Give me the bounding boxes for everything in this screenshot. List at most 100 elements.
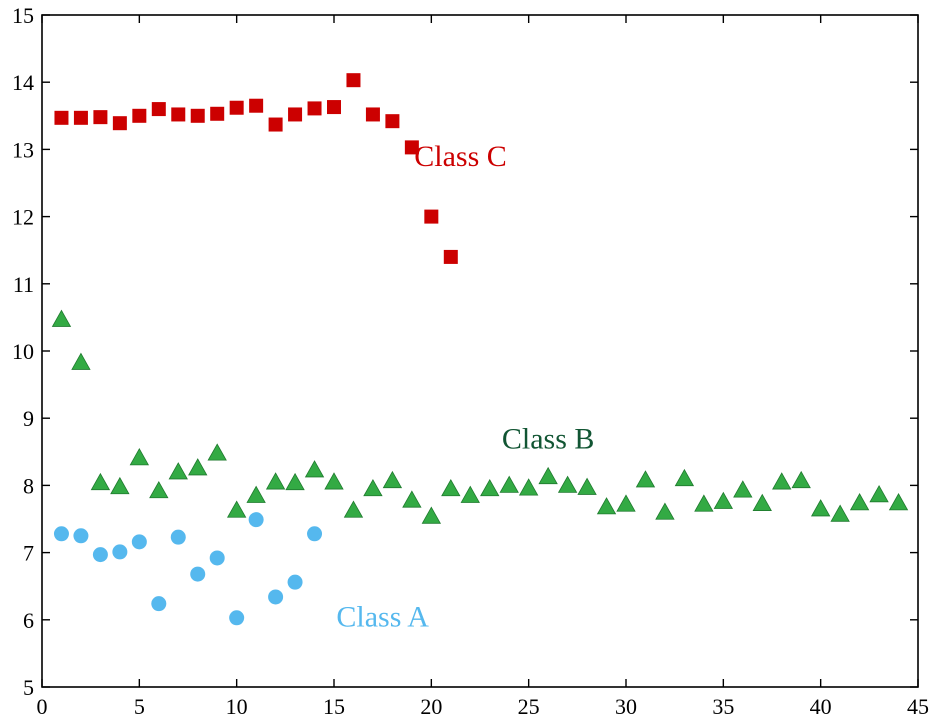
triangle-point <box>655 502 675 520</box>
x-tick-label: 0 <box>37 694 48 719</box>
circle-point <box>131 534 147 550</box>
square-point <box>210 106 225 121</box>
triangle-point <box>577 477 597 495</box>
class-label: Class B <box>502 422 595 455</box>
triangle-point <box>830 504 850 522</box>
triangle-point <box>343 500 364 518</box>
y-tick-label: 10 <box>12 339 34 364</box>
square-point <box>404 140 419 155</box>
square-point <box>112 116 127 131</box>
x-tick-label: 20 <box>420 694 442 719</box>
x-tick-label: 30 <box>615 694 637 719</box>
circle-point <box>112 544 128 560</box>
circle-point <box>151 596 167 612</box>
y-tick-label: 12 <box>12 205 34 230</box>
triangle-point <box>304 460 325 478</box>
triangle-point <box>888 493 909 511</box>
circle-point <box>170 529 186 545</box>
circle-point <box>287 574 303 590</box>
triangle-point <box>168 462 188 480</box>
y-tick-label: 5 <box>23 675 34 700</box>
x-tick-label: 35 <box>712 694 734 719</box>
circle-point <box>307 526 323 542</box>
triangle-point <box>110 476 130 495</box>
triangle-point <box>363 478 383 497</box>
y-tick-label: 9 <box>23 406 34 431</box>
x-tick-label: 40 <box>810 694 832 719</box>
triangle-point <box>324 472 344 490</box>
triangle-point <box>810 499 831 517</box>
triangle-point <box>207 443 227 461</box>
triangle-point <box>596 497 617 515</box>
triangle-point <box>460 485 480 503</box>
square-point <box>365 107 380 122</box>
class-label: Class A <box>336 601 429 634</box>
triangle-point <box>538 466 558 485</box>
triangle-point <box>149 480 169 499</box>
square-point <box>229 100 244 115</box>
triangle-point <box>226 500 247 518</box>
square-point <box>346 73 361 88</box>
square-point <box>268 117 283 132</box>
triangle-point <box>402 490 422 508</box>
circle-point <box>73 528 89 544</box>
x-tick-label: 10 <box>226 694 248 719</box>
class-label: Class C <box>414 140 507 173</box>
triangle-point <box>849 493 870 511</box>
triangle-point <box>635 470 656 488</box>
triangle-point <box>382 470 403 489</box>
triangle-point <box>616 494 636 512</box>
triangle-point <box>129 448 150 466</box>
triangle-point <box>713 491 734 509</box>
circle-point <box>248 512 264 528</box>
triangle-point <box>90 472 111 491</box>
y-tick-label: 8 <box>23 473 34 498</box>
circle-point <box>229 610 245 626</box>
triangle-point <box>772 472 792 490</box>
y-tick-label: 15 <box>12 3 34 28</box>
y-tick-label: 7 <box>23 541 34 566</box>
triangle-point <box>674 468 695 487</box>
axis-ticks <box>41 14 919 688</box>
circle-point <box>92 547 108 563</box>
square-point <box>171 107 186 122</box>
triangle-point <box>694 494 714 512</box>
triangle-point <box>421 506 442 524</box>
square-point <box>288 107 303 122</box>
triangle-point <box>51 309 72 327</box>
triangle-point <box>733 480 753 498</box>
triangle-point <box>71 352 91 370</box>
x-tick-label: 45 <box>907 694 929 719</box>
triangle-point <box>791 470 811 489</box>
y-tick-label: 11 <box>13 272 34 297</box>
square-point <box>249 98 264 113</box>
square-point <box>151 102 166 117</box>
annotations: Class C Class B Class A <box>336 140 594 633</box>
square-point <box>424 209 439 224</box>
square-point <box>307 101 322 116</box>
x-tick-label: 25 <box>518 694 540 719</box>
triangle-point <box>246 485 266 503</box>
square-point <box>327 100 341 115</box>
triangle-point <box>265 472 286 490</box>
square-point <box>93 110 108 125</box>
data-marks <box>51 73 909 626</box>
circle-point <box>209 550 225 566</box>
circle-point <box>268 589 284 605</box>
square-point <box>54 110 69 125</box>
square-point <box>73 110 88 125</box>
circle-point <box>53 526 69 542</box>
triangle-point <box>480 478 500 497</box>
x-tick-label: 5 <box>134 694 145 719</box>
triangle-point <box>518 478 539 496</box>
triangle-point <box>188 458 208 476</box>
y-tick-label: 13 <box>12 137 34 162</box>
square-point <box>190 108 205 123</box>
triangle-point <box>285 472 305 491</box>
triangle-point <box>441 478 461 497</box>
y-tick-label: 14 <box>12 70 34 95</box>
y-tick-label: 6 <box>23 608 34 633</box>
square-point <box>385 114 400 129</box>
